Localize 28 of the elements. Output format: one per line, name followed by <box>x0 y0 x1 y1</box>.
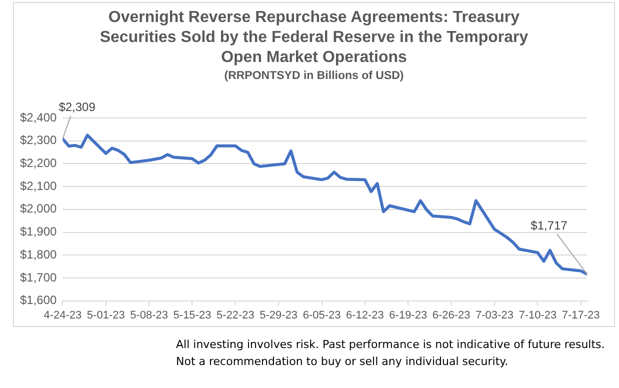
y-tick-label: $2,400 <box>20 110 58 124</box>
x-tick-label: 5-22-23 <box>216 309 254 322</box>
y-tick-label: $1,700 <box>20 270 58 284</box>
x-tick-label: 5-29-23 <box>260 309 298 322</box>
x-tick-label: 6-19-23 <box>389 309 428 322</box>
annotation: $2,309 <box>58 100 96 114</box>
annotation: $1,717 <box>530 218 568 232</box>
x-tick-label: 5-08-23 <box>130 309 168 322</box>
x-tick-label: 5-15-23 <box>173 309 212 322</box>
y-tick-label: $1,900 <box>20 224 58 239</box>
x-tick-label: 6-26-23 <box>432 309 470 322</box>
x-tick-label: 7-17-23 <box>562 309 600 322</box>
x-tick-label: 7-10-23 <box>518 309 557 322</box>
y-tick-label: $2,000 <box>20 202 58 216</box>
x-tick-label: 4-24-23 <box>44 309 82 322</box>
y-tick-label: $2,200 <box>20 156 58 170</box>
y-tick-label: $2,100 <box>20 178 58 193</box>
y-tick-label: $1,600 <box>20 293 58 308</box>
x-tick-label: 5-01-23 <box>86 309 125 322</box>
y-tick-label: $2,300 <box>20 133 58 148</box>
x-tick-label: 6-12-23 <box>346 309 384 322</box>
x-tick-label: 7-03-23 <box>476 309 514 322</box>
y-tick-label: $1,800 <box>20 247 58 262</box>
text: All investing involves risk. Past performance is not indicative of future results. <box>176 337 605 353</box>
x-tick-label: 6-05-23 <box>302 309 341 322</box>
chart-title: Overnight Reverse Repurchase Agreements: Treasury Securities Sold by the Federal Reserve in the Temporary Open Market Operations <box>98 8 530 68</box>
chart-subtitle: (RRPONTSYD in Billions of USD) <box>223 69 405 84</box>
text: Not a recommendation to buy or sell any individual security. <box>176 354 510 370</box>
